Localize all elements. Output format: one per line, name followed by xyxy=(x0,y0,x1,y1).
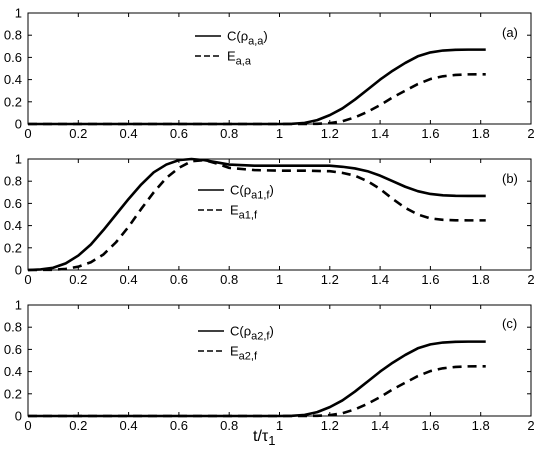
x-tick-label: 2 xyxy=(527,418,534,433)
x-tick-label: 1.2 xyxy=(321,418,339,433)
legend-label: Ea2,f xyxy=(230,344,258,363)
label-subscript: a2,f xyxy=(239,351,258,363)
x-tick-label: 0.6 xyxy=(170,418,188,433)
legend-label: C(ρa,a) xyxy=(227,29,268,48)
label-subscript: a1,f xyxy=(251,190,270,202)
y-tick-label: 0.2 xyxy=(4,240,22,255)
x-tick-label: 0.4 xyxy=(120,126,138,141)
panel-c: 0 0.2 0.4 0.6 0.8 1 1.2 1.4 1.6 1.8 2 0 0.2 0.4 0.6 0.8… xyxy=(4,298,535,449)
y-tick-label: 0.4 xyxy=(4,72,22,87)
x-tick-label: 0.8 xyxy=(220,272,238,287)
x-tick-label: 0.2 xyxy=(69,126,87,141)
x-axis-label: t/τ1 xyxy=(253,428,275,448)
label-main: E xyxy=(230,203,239,218)
x-tick-label: 0.2 xyxy=(69,272,87,287)
label-subscript: a,a xyxy=(248,36,264,48)
y-tick-label: 0.8 xyxy=(4,28,22,43)
label-subscript: a2,f xyxy=(251,331,270,343)
y-tick-label: 1 xyxy=(15,6,22,21)
y-tick-label: 0 xyxy=(15,117,22,132)
series-line-dashed xyxy=(27,158,486,272)
x-tick-label: 0.4 xyxy=(120,272,138,287)
label-close: ) xyxy=(269,324,273,339)
x-tick-label: 1.4 xyxy=(371,418,389,433)
label-close: ) xyxy=(263,29,267,44)
panel-b: 0 0.2 0.4 0.6 0.8 1 1.2 1.4 1.6 1.8 2 0 0.2 0.4 0.6 0.8… xyxy=(4,152,535,288)
label-main: C(ρ xyxy=(230,324,251,339)
x-tick-label: 0 xyxy=(24,126,31,141)
panel-a: 0 0.2 0.4 0.6 0.8 1 1.2 1.4 1.6 1.8 2 0 0.2 0.4 0.6 0.8… xyxy=(4,6,535,142)
series-line-solid xyxy=(27,157,486,272)
y-tick-label: 1 xyxy=(15,152,22,167)
x-tick-label: 1 xyxy=(276,418,283,433)
label-subscript: a1,f xyxy=(239,210,258,222)
plot-frame xyxy=(27,12,532,125)
x-tick-label: 2 xyxy=(527,272,534,287)
panel-label: (b) xyxy=(502,171,518,186)
y-tick-label: 0.4 xyxy=(4,364,22,379)
y-tick-label: 0.2 xyxy=(4,386,22,401)
y-tick-label: 0.2 xyxy=(4,94,22,109)
label-main: C(ρ xyxy=(227,29,248,44)
x-tick-label: 0.2 xyxy=(69,418,87,433)
x-tick-label: 0.8 xyxy=(220,418,238,433)
x-tick-label: 0.6 xyxy=(170,126,188,141)
x-tick-label: 1.8 xyxy=(472,126,490,141)
panel-label: (a) xyxy=(502,25,518,40)
series-line-dashed xyxy=(28,364,486,418)
legend-label: Ea1,f xyxy=(230,203,258,222)
x-tick-label: 1.4 xyxy=(371,272,389,287)
legend-label: Ea,a xyxy=(227,49,252,68)
x-tick-label: 0 xyxy=(24,272,31,287)
x-tick-label: 1.2 xyxy=(321,272,339,287)
x-tick-label: 0.8 xyxy=(220,126,238,141)
x-tick-label: 0 xyxy=(24,418,31,433)
label-main: C(ρ xyxy=(230,183,251,198)
legend-label: C(ρa1,f) xyxy=(230,183,274,202)
x-tick-label: 2 xyxy=(527,126,534,141)
x-tick-label: 1.8 xyxy=(472,272,490,287)
x-tick-label: 0.4 xyxy=(120,418,138,433)
x-tick-label: 0.6 xyxy=(170,272,188,287)
series-line-solid xyxy=(28,48,486,126)
x-tick-label: 1.8 xyxy=(472,418,490,433)
label-subscript: a,a xyxy=(236,56,252,68)
y-tick-label: 0.6 xyxy=(4,342,22,357)
label-main: E xyxy=(227,49,236,64)
y-tick-label: 0.6 xyxy=(4,196,22,211)
series-line-dashed xyxy=(28,72,486,126)
y-tick-label: 0.4 xyxy=(4,218,22,233)
x-tick-label: 1 xyxy=(276,272,283,287)
y-tick-label: 0.8 xyxy=(4,320,22,335)
y-tick-label: 0.6 xyxy=(4,50,22,65)
label-close: ) xyxy=(269,183,273,198)
y-tick-label: 0.8 xyxy=(4,174,22,189)
label-subscript: 1 xyxy=(268,433,275,448)
x-tick-label: 1.4 xyxy=(371,126,389,141)
legend-label: C(ρa2,f) xyxy=(230,324,274,343)
panel-label: (c) xyxy=(502,316,517,331)
y-tick-label: 1 xyxy=(15,298,22,313)
y-tick-label: 0 xyxy=(15,263,22,278)
label-main: t/τ xyxy=(253,428,269,445)
y-tick-label: 0 xyxy=(15,409,22,424)
plot-frame xyxy=(27,304,532,417)
x-tick-label: 1.6 xyxy=(421,418,439,433)
x-tick-label: 1.2 xyxy=(321,126,339,141)
x-tick-label: 1.6 xyxy=(421,126,439,141)
label-main: E xyxy=(230,344,239,359)
x-tick-label: 1 xyxy=(276,126,283,141)
x-tick-label: 1.6 xyxy=(421,272,439,287)
